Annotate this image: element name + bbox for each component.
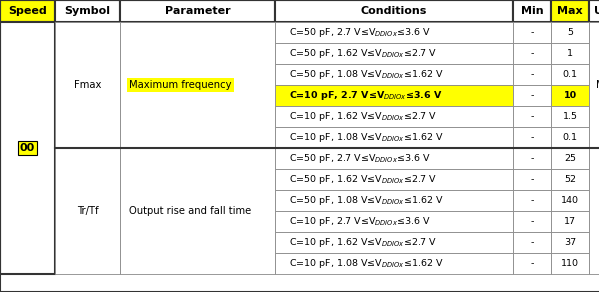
Bar <box>275 211 513 232</box>
Text: 52: 52 <box>564 175 576 184</box>
Bar <box>275 148 513 169</box>
Text: C=10 pF, 1.08 V≤V$_{{DDIOx}}$≤1.62 V: C=10 pF, 1.08 V≤V$_{{DDIOx}}$≤1.62 V <box>289 257 444 270</box>
Bar <box>513 190 551 211</box>
Bar <box>513 169 551 190</box>
Bar <box>513 211 551 232</box>
Bar <box>551 211 589 232</box>
Bar <box>513 0 551 22</box>
Text: Fmax: Fmax <box>74 80 101 90</box>
Bar <box>275 0 513 22</box>
Bar <box>275 232 513 253</box>
Bar <box>551 127 589 148</box>
Text: 1.5: 1.5 <box>562 112 577 121</box>
Text: C=50 pF, 1.08 V≤V$_{{DDIOx}}$≤1.62 V: C=50 pF, 1.08 V≤V$_{{DDIOx}}$≤1.62 V <box>289 68 444 81</box>
Bar <box>513 43 551 64</box>
Bar <box>589 0 599 22</box>
Text: Maximum frequency: Maximum frequency <box>129 80 232 90</box>
Text: -: - <box>530 70 534 79</box>
Text: Tr/Tf: Tr/Tf <box>77 206 98 216</box>
Text: -: - <box>530 238 534 247</box>
Text: -: - <box>530 91 534 100</box>
Bar <box>275 64 513 85</box>
Bar <box>513 64 551 85</box>
Bar <box>513 22 551 43</box>
Bar <box>551 43 589 64</box>
Text: 5: 5 <box>567 28 573 37</box>
Text: C=50 pF, 1.62 V≤V$_{{DDIOx}}$≤2.7 V: C=50 pF, 1.62 V≤V$_{{DDIOx}}$≤2.7 V <box>289 173 437 186</box>
Bar <box>551 64 589 85</box>
Bar <box>275 169 513 190</box>
Text: Max: Max <box>557 6 583 16</box>
Bar <box>513 85 551 106</box>
Bar <box>275 190 513 211</box>
Bar <box>0 22 55 274</box>
Text: Unit: Unit <box>594 6 599 16</box>
Text: C=10 pF, 1.08 V≤V$_{{DDIOx}}$≤1.62 V: C=10 pF, 1.08 V≤V$_{{DDIOx}}$≤1.62 V <box>289 131 444 144</box>
Text: C=50 pF, 2.7 V≤V$_{{DDIOx}}$≤3.6 V: C=50 pF, 2.7 V≤V$_{{DDIOx}}$≤3.6 V <box>289 26 431 39</box>
Bar <box>513 253 551 274</box>
Bar <box>551 22 589 43</box>
Text: Speed: Speed <box>8 6 47 16</box>
Text: 00: 00 <box>20 143 35 153</box>
Bar <box>275 253 513 274</box>
Text: Conditions: Conditions <box>361 6 427 16</box>
Text: C=50 pF, 1.08 V≤V$_{{DDIOx}}$≤1.62 V: C=50 pF, 1.08 V≤V$_{{DDIOx}}$≤1.62 V <box>289 194 444 207</box>
Text: 0.1: 0.1 <box>562 70 577 79</box>
Bar <box>55 22 120 148</box>
Bar <box>55 0 120 22</box>
Bar <box>589 22 599 148</box>
Text: C=50 pF, 2.7 V≤V$_{{DDIOx}}$≤3.6 V: C=50 pF, 2.7 V≤V$_{{DDIOx}}$≤3.6 V <box>289 152 431 165</box>
Text: 37: 37 <box>564 238 576 247</box>
Text: 17: 17 <box>564 217 576 226</box>
Bar <box>120 148 275 274</box>
Text: -: - <box>530 196 534 205</box>
Text: Parameter: Parameter <box>165 6 230 16</box>
Bar <box>551 190 589 211</box>
Text: Output rise and fall time: Output rise and fall time <box>129 206 252 216</box>
Bar <box>120 0 275 22</box>
Text: -: - <box>530 112 534 121</box>
Bar <box>120 22 275 148</box>
Bar <box>275 106 513 127</box>
Bar <box>513 148 551 169</box>
Bar <box>275 85 513 106</box>
Bar <box>55 148 120 274</box>
Text: 10: 10 <box>564 91 577 100</box>
Bar <box>0 0 55 22</box>
Text: C=10 pF, 1.62 V≤V$_{{DDIOx}}$≤2.7 V: C=10 pF, 1.62 V≤V$_{{DDIOx}}$≤2.7 V <box>289 110 437 123</box>
Text: -: - <box>530 49 534 58</box>
Text: -: - <box>530 259 534 268</box>
Bar <box>589 148 599 274</box>
Text: C=50 pF, 1.62 V≤V$_{{DDIOx}}$≤2.7 V: C=50 pF, 1.62 V≤V$_{{DDIOx}}$≤2.7 V <box>289 47 437 60</box>
Bar <box>275 43 513 64</box>
Bar <box>513 232 551 253</box>
Bar <box>551 106 589 127</box>
Text: C=10 pF, 2.7 V≤V$_{{DDIOx}}$≤3.6 V: C=10 pF, 2.7 V≤V$_{{DDIOx}}$≤3.6 V <box>289 89 443 102</box>
Text: -: - <box>530 154 534 163</box>
Bar <box>551 169 589 190</box>
Text: 0.1: 0.1 <box>562 133 577 142</box>
Text: -: - <box>530 28 534 37</box>
Bar <box>513 106 551 127</box>
Text: MHz: MHz <box>597 80 599 90</box>
Bar <box>513 127 551 148</box>
Bar <box>551 232 589 253</box>
Bar <box>551 148 589 169</box>
Text: C=10 pF, 1.62 V≤V$_{{DDIOx}}$≤2.7 V: C=10 pF, 1.62 V≤V$_{{DDIOx}}$≤2.7 V <box>289 236 437 249</box>
Text: -: - <box>530 133 534 142</box>
Bar <box>551 253 589 274</box>
Text: Symbol: Symbol <box>65 6 110 16</box>
Text: 1: 1 <box>567 49 573 58</box>
Text: C=10 pF, 2.7 V≤V$_{{DDIOx}}$≤3.6 V: C=10 pF, 2.7 V≤V$_{{DDIOx}}$≤3.6 V <box>289 215 431 228</box>
Bar <box>275 22 513 43</box>
Text: -: - <box>530 175 534 184</box>
Bar <box>551 0 589 22</box>
Text: Min: Min <box>521 6 543 16</box>
Text: -: - <box>530 217 534 226</box>
Text: 110: 110 <box>561 259 579 268</box>
Text: 140: 140 <box>561 196 579 205</box>
Bar <box>551 85 589 106</box>
Text: 25: 25 <box>564 154 576 163</box>
Bar <box>275 127 513 148</box>
